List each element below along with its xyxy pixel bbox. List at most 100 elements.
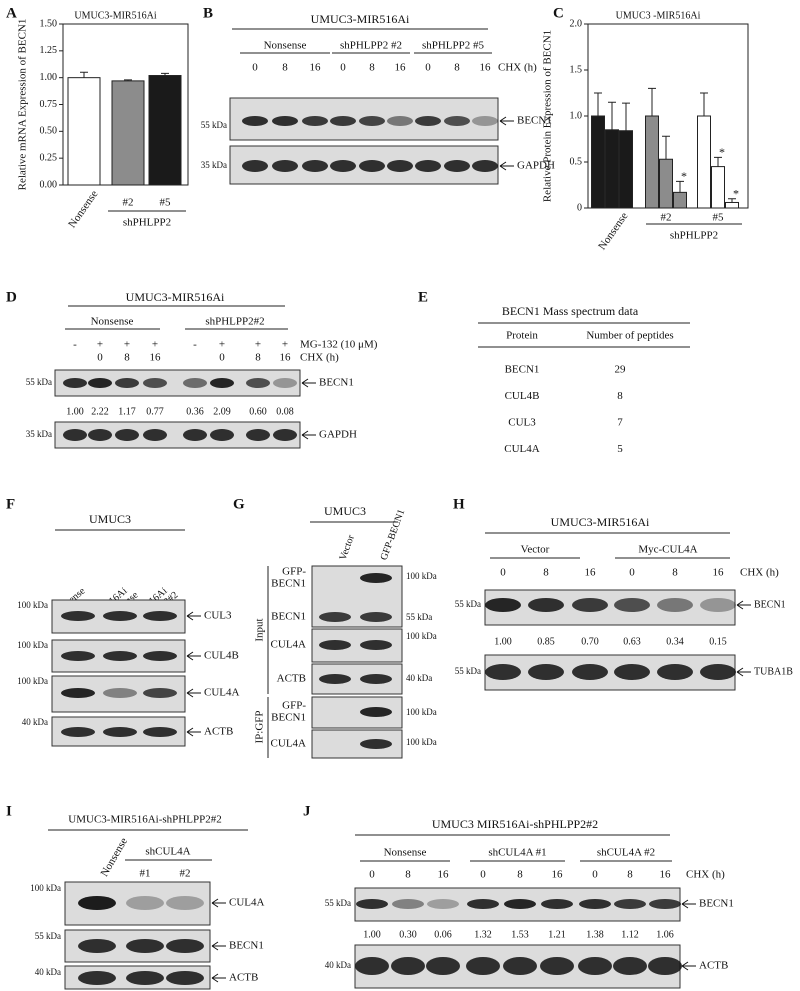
protein-label: CUL4A [271, 738, 307, 750]
band [649, 899, 681, 909]
band [330, 116, 356, 126]
band [360, 640, 392, 650]
bar [659, 158, 673, 209]
band [273, 378, 297, 388]
lane-label: Vector [338, 533, 357, 562]
quantification: 1.00 [66, 406, 84, 417]
bar [67, 77, 101, 186]
group-label: shPHLPP2 #2 [340, 40, 402, 52]
bar [148, 75, 182, 186]
kda-marker: 55 kDa [35, 931, 61, 941]
lane-label: 16 [280, 352, 292, 364]
lane-label: 8 [627, 869, 633, 881]
panel-letter: H [453, 496, 465, 512]
protein-label: CUL4A [204, 687, 240, 699]
lane-label: 0 [629, 567, 635, 579]
band [444, 116, 470, 126]
quantification: 0.30 [399, 929, 417, 940]
quantification: 1.06 [656, 929, 674, 940]
panel-letter: G [233, 496, 245, 512]
lane-label: 8 [543, 567, 549, 579]
band [78, 971, 116, 985]
band [61, 727, 95, 737]
band [103, 727, 137, 737]
protein-label: TUBA1B [754, 666, 793, 677]
y-tick-label: 0.00 [40, 179, 58, 190]
kda-marker: 100 kDa [406, 707, 437, 717]
chart-title: UMUC3 -MIR516Ai [616, 10, 701, 21]
bar [111, 80, 145, 186]
lane-label: 8 [255, 352, 261, 364]
arrow [301, 378, 316, 388]
band [302, 160, 328, 172]
error-bar [700, 92, 708, 116]
protein-label: BECN1 [229, 940, 264, 952]
group-label: shCUL4A #1 [488, 847, 546, 859]
band [657, 598, 693, 612]
band [61, 611, 95, 621]
treatment-sign: + [152, 339, 158, 351]
y-tick-label: 0.50 [40, 126, 58, 137]
band [78, 939, 116, 953]
group-label: shCUL4A #2 [597, 847, 655, 859]
quantification: 1.12 [621, 929, 639, 940]
treatment-sign: + [97, 339, 103, 351]
band [63, 378, 87, 388]
quantification: 0.08 [276, 406, 294, 417]
band [356, 899, 388, 909]
protein-label: GAPDH [517, 160, 555, 172]
band [319, 674, 351, 684]
group-label: shPHLPP2 [123, 217, 171, 229]
band [143, 378, 167, 388]
kda-marker: 100 kDa [406, 571, 437, 581]
y-axis-label: Relative Protein Expression of BECN1 [542, 30, 554, 202]
band [426, 957, 460, 975]
band [467, 899, 499, 909]
error-bar [608, 101, 616, 130]
band [472, 116, 498, 126]
y-tick-label: 0 [577, 202, 582, 213]
lane-label: 0 [480, 869, 486, 881]
protein-label: ACTB [229, 972, 258, 984]
band [466, 957, 500, 975]
lane-label: #1 [140, 868, 151, 880]
bar [711, 166, 725, 209]
protein-label: BECN1 [271, 578, 306, 590]
band [572, 664, 608, 680]
band [242, 116, 268, 126]
arrow [499, 116, 514, 126]
section-label: Input [254, 618, 266, 641]
table-cell: CUL4A [504, 443, 540, 455]
blot [484, 654, 736, 691]
arrow [211, 973, 226, 983]
treatment-label: MG-132 (10 μM) [300, 339, 378, 351]
error-bar [662, 135, 670, 160]
quantification: 1.17 [118, 406, 136, 417]
error-bar [676, 180, 684, 193]
group-label: shCUL4A [145, 846, 190, 858]
panel-letter: F [6, 496, 15, 512]
band [210, 378, 234, 388]
lane-label: 16 [480, 62, 492, 74]
band [360, 674, 392, 684]
panel-title: UMUC3 [89, 512, 131, 526]
error-bar [622, 102, 630, 131]
lane-label: 0 [592, 869, 598, 881]
band [415, 116, 441, 126]
band [355, 957, 389, 975]
category-label: Nonsense [596, 210, 630, 252]
kda-marker: 100 kDa [406, 631, 437, 641]
band [427, 899, 459, 909]
quantification: 0.36 [186, 406, 204, 417]
bar [697, 115, 711, 209]
panel-letter: E [418, 289, 428, 305]
y-tick-label: 2.0 [570, 18, 583, 29]
band [528, 664, 564, 680]
quantification: 0.34 [666, 636, 684, 647]
quantification: 2.09 [213, 406, 231, 417]
quantification: 0.15 [709, 636, 727, 647]
quantification: 1.00 [494, 636, 512, 647]
arrow [681, 899, 696, 909]
lane-axis-label: CHX (h) [300, 352, 339, 364]
blot [484, 589, 736, 626]
